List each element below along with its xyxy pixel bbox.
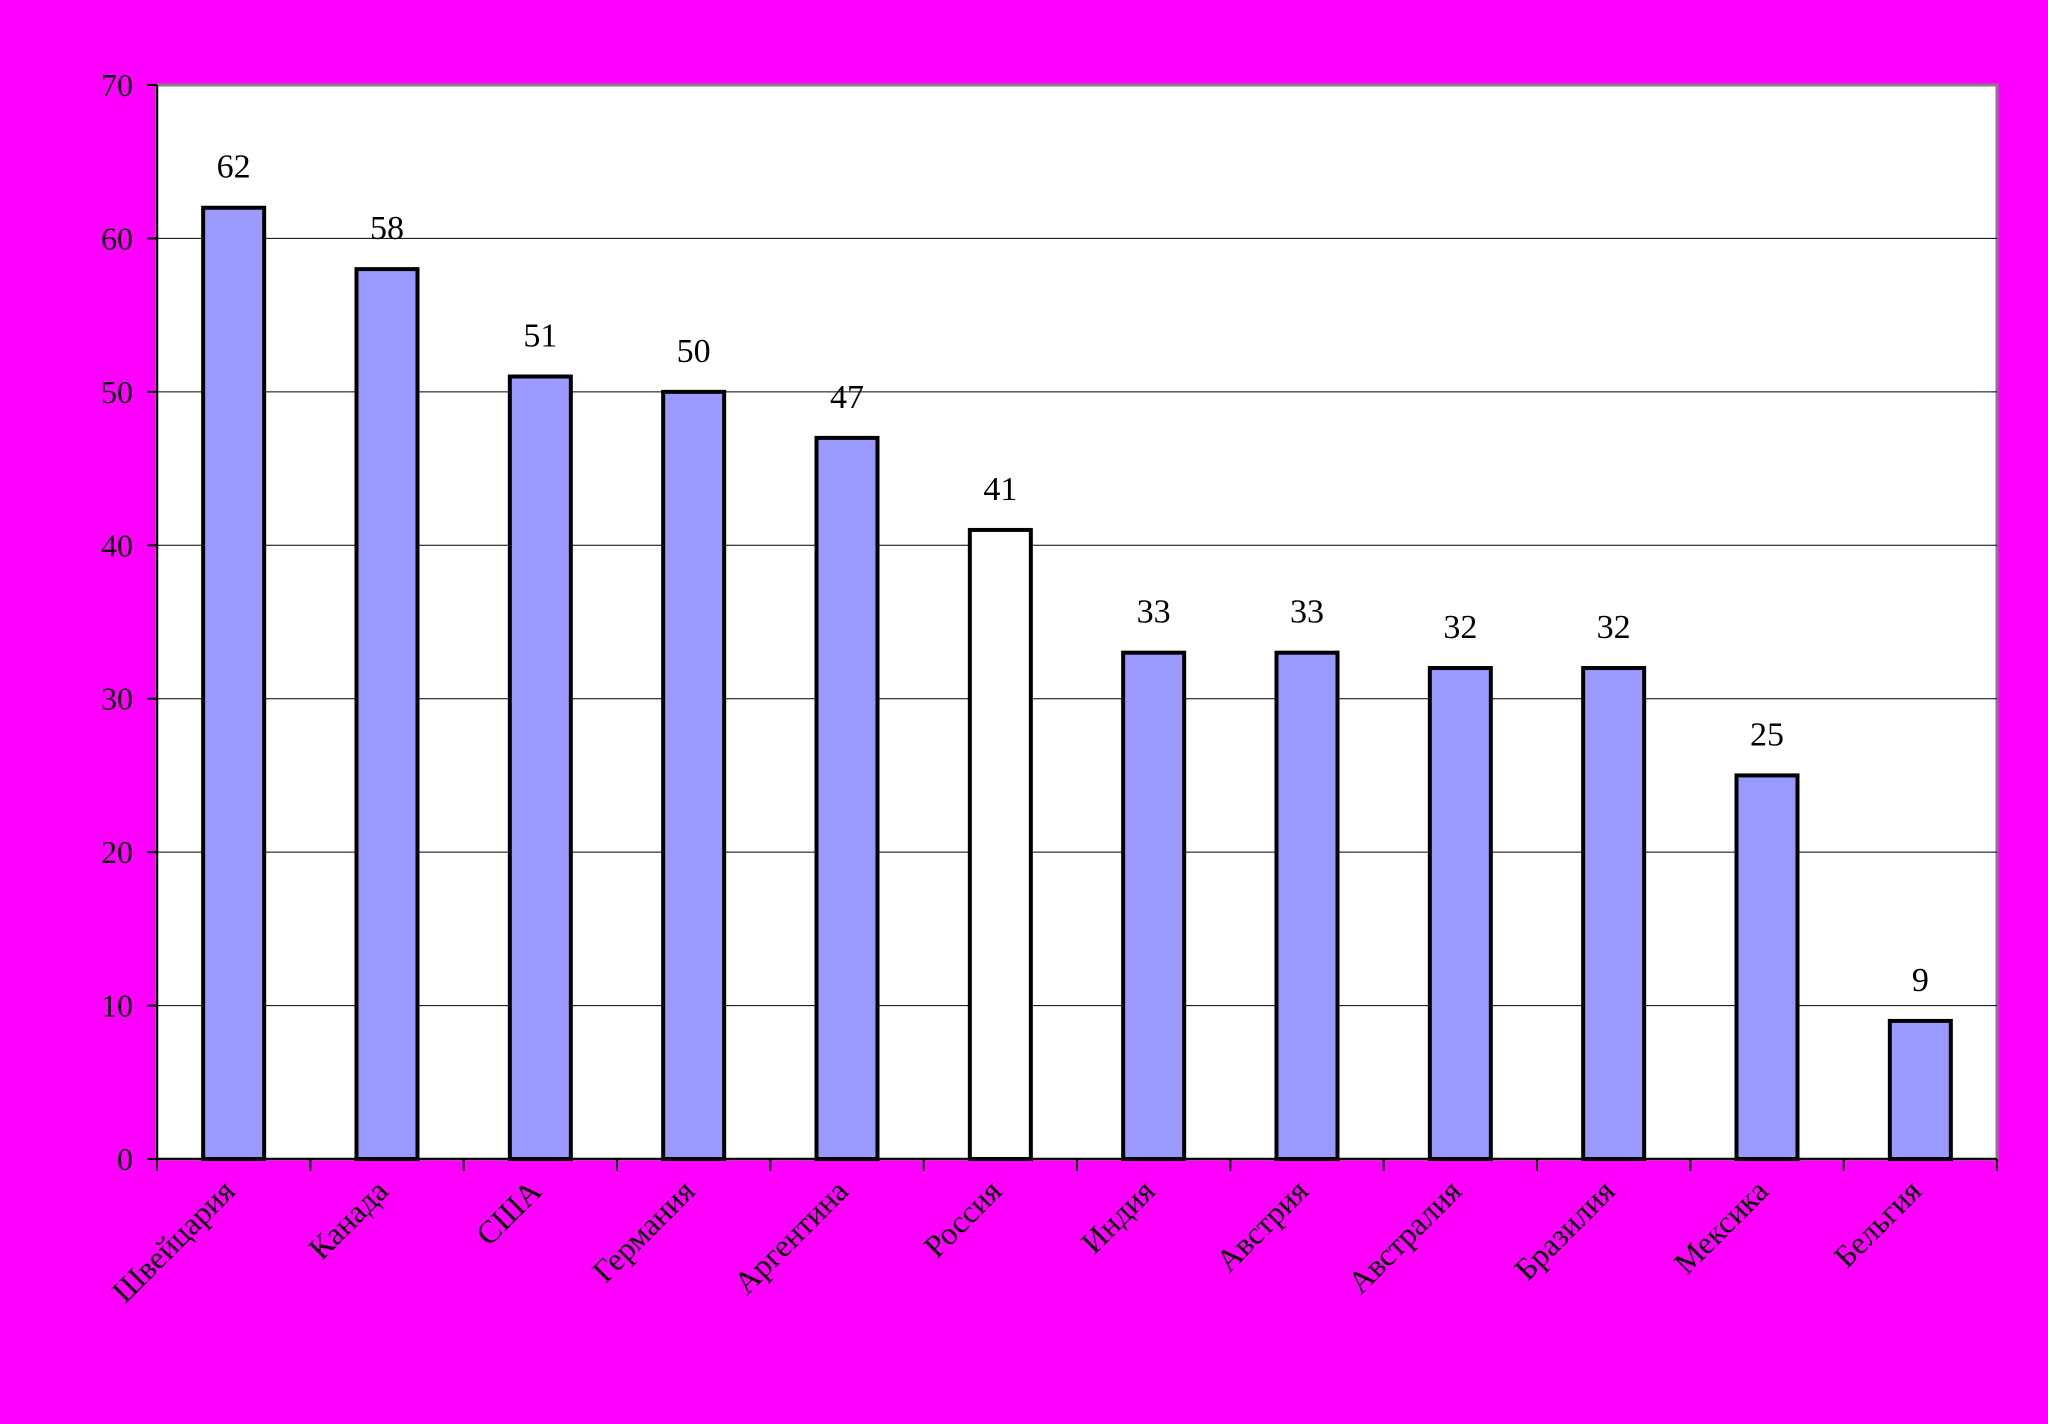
bar-5 <box>814 435 880 1161</box>
bar-9 <box>1427 666 1493 1161</box>
data-label-6: 41 <box>983 471 1017 508</box>
data-label-8: 33 <box>1290 594 1324 631</box>
y-tick-label-70: 70 <box>101 67 133 103</box>
bar-10 <box>1581 666 1647 1161</box>
y-tick-label-60: 60 <box>101 220 133 256</box>
bar-12 <box>1887 1018 1953 1162</box>
plot-area <box>155 83 1999 1161</box>
bar-4 <box>661 389 727 1162</box>
bar-3 <box>507 374 573 1161</box>
bar-6 <box>967 527 1033 1161</box>
data-label-10: 32 <box>1597 609 1631 646</box>
y-tick-label-20: 20 <box>101 834 133 870</box>
axes <box>147 84 1998 1171</box>
data-labels: 62 58 51 50 47 41 33 33 32 32 25 9 <box>217 149 1929 999</box>
y-tick-labels: 0 10 20 30 40 50 60 70 <box>101 67 133 1177</box>
y-tick-label-10: 10 <box>101 988 133 1024</box>
data-label-2: 58 <box>370 210 404 247</box>
y-tick-label-30: 30 <box>101 681 133 717</box>
y-tick-label-50: 50 <box>101 374 133 410</box>
bar-8 <box>1274 650 1340 1162</box>
data-label-7: 33 <box>1137 594 1171 631</box>
data-label-11: 25 <box>1750 716 1784 753</box>
data-label-1: 62 <box>217 149 251 186</box>
data-label-4: 50 <box>677 333 711 370</box>
data-label-5: 47 <box>830 379 864 416</box>
bar-2 <box>354 267 420 1162</box>
y-tick-label-0: 0 <box>117 1141 133 1177</box>
data-label-12: 9 <box>1912 962 1929 999</box>
data-label-3: 51 <box>523 318 557 355</box>
bar-7 <box>1121 650 1187 1162</box>
gridlines <box>157 237 1997 1007</box>
bar-1 <box>201 205 267 1161</box>
y-tick-label-40: 40 <box>101 527 133 563</box>
data-label-9: 32 <box>1443 609 1477 646</box>
bars <box>201 205 1953 1162</box>
bar-11 <box>1734 773 1800 1162</box>
